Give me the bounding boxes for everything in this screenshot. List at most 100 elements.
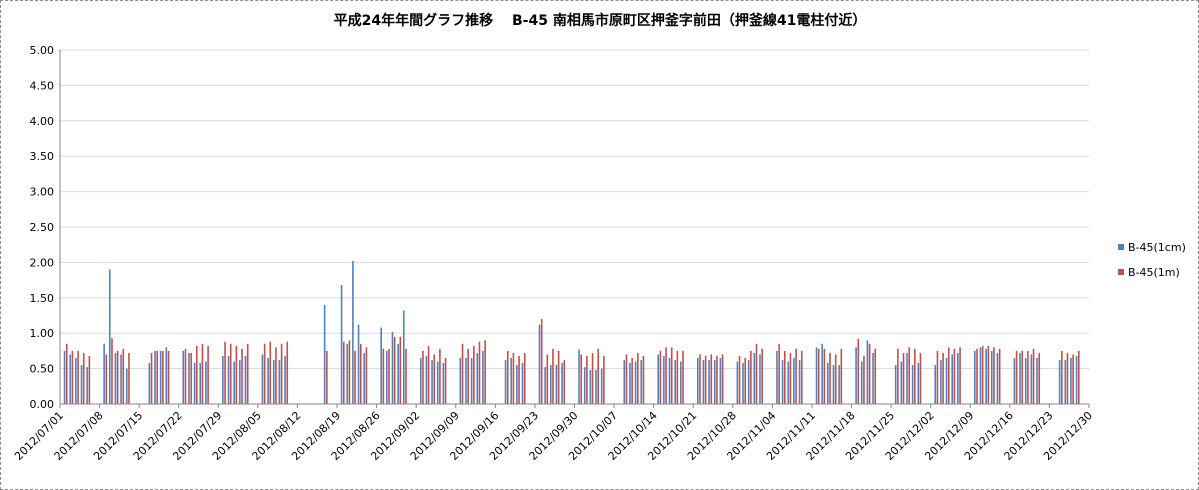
bar [586,355,588,404]
y-tick-label: 5.00 [30,44,55,57]
bar [1058,360,1061,404]
bar [393,336,396,404]
bar [985,348,987,404]
bar [1075,355,1078,404]
bar [235,345,238,404]
bar [1064,360,1067,404]
bar [233,361,235,404]
bar [442,362,445,404]
bar [431,360,433,404]
bar [521,362,524,404]
bar [399,336,402,404]
bar [246,343,249,404]
bar [738,355,741,404]
bar [860,361,863,404]
bar [902,353,905,404]
bar [832,365,835,404]
bar [781,360,784,404]
bar [761,348,763,404]
bar [162,350,164,404]
bar [914,348,916,404]
bar [459,357,462,404]
bar [721,354,724,404]
bar [1027,350,1029,404]
bar [1024,357,1027,404]
bar [239,360,241,404]
bar [272,360,275,404]
bar [974,350,976,404]
bar [71,350,74,404]
bar [942,353,944,404]
bar [597,348,600,404]
bar [787,361,790,404]
bar [595,370,597,404]
chart-title: 平成24年年間グラフ推移 B-45 南相馬市原町区押釜字前田（押釜線41電柱付近… [334,12,867,29]
bar [380,327,382,404]
y-tick-label: 1.50 [30,292,55,305]
bar [704,355,707,404]
bar [275,347,277,404]
bar [105,354,108,404]
bar [578,349,580,404]
bar [789,353,792,404]
bar [993,347,995,404]
bar [1030,354,1033,404]
bar [1032,348,1035,404]
bar [111,338,113,404]
bar [167,350,170,404]
bar [114,353,117,404]
bar [346,343,349,404]
bar [422,350,424,404]
bar [159,350,162,404]
legend-label: B-45(1cm) [1128,241,1186,254]
bar [940,360,942,404]
bar [868,343,871,404]
y-tick-label: 4.00 [30,115,55,128]
bar [77,350,79,404]
bar [63,350,66,404]
bar [88,355,91,404]
bar [195,345,198,404]
legend-swatch [1118,244,1124,250]
bar [855,347,857,404]
y-tick-label: 1.00 [30,327,55,340]
bar [838,365,840,404]
bar [433,354,436,404]
bar [444,357,447,404]
bar [936,350,939,404]
bar [990,350,993,404]
bar [710,354,713,404]
bar [680,361,682,404]
bar [80,365,83,404]
bar [326,350,328,404]
bar [911,365,914,404]
bar [800,350,803,404]
y-tick-label: 3.00 [30,186,55,199]
bar [269,341,272,404]
bar [976,348,978,404]
bar [354,350,356,404]
bar [150,353,153,404]
bar [184,348,187,404]
bar [561,362,563,404]
bar [817,348,820,404]
bar [402,310,405,404]
bar [365,347,368,404]
axes [59,50,1090,408]
bar [244,355,247,404]
bar [359,343,362,404]
bar [1070,357,1072,404]
bar [261,354,264,404]
bar [783,350,786,404]
bar [549,365,552,404]
bar [827,362,829,404]
bar [951,354,954,404]
bar [623,360,626,404]
bar [516,365,518,404]
bar [405,348,407,404]
bar [188,353,190,404]
bar [470,357,473,404]
bar [829,353,831,404]
bar [821,343,823,404]
bar [750,350,752,404]
